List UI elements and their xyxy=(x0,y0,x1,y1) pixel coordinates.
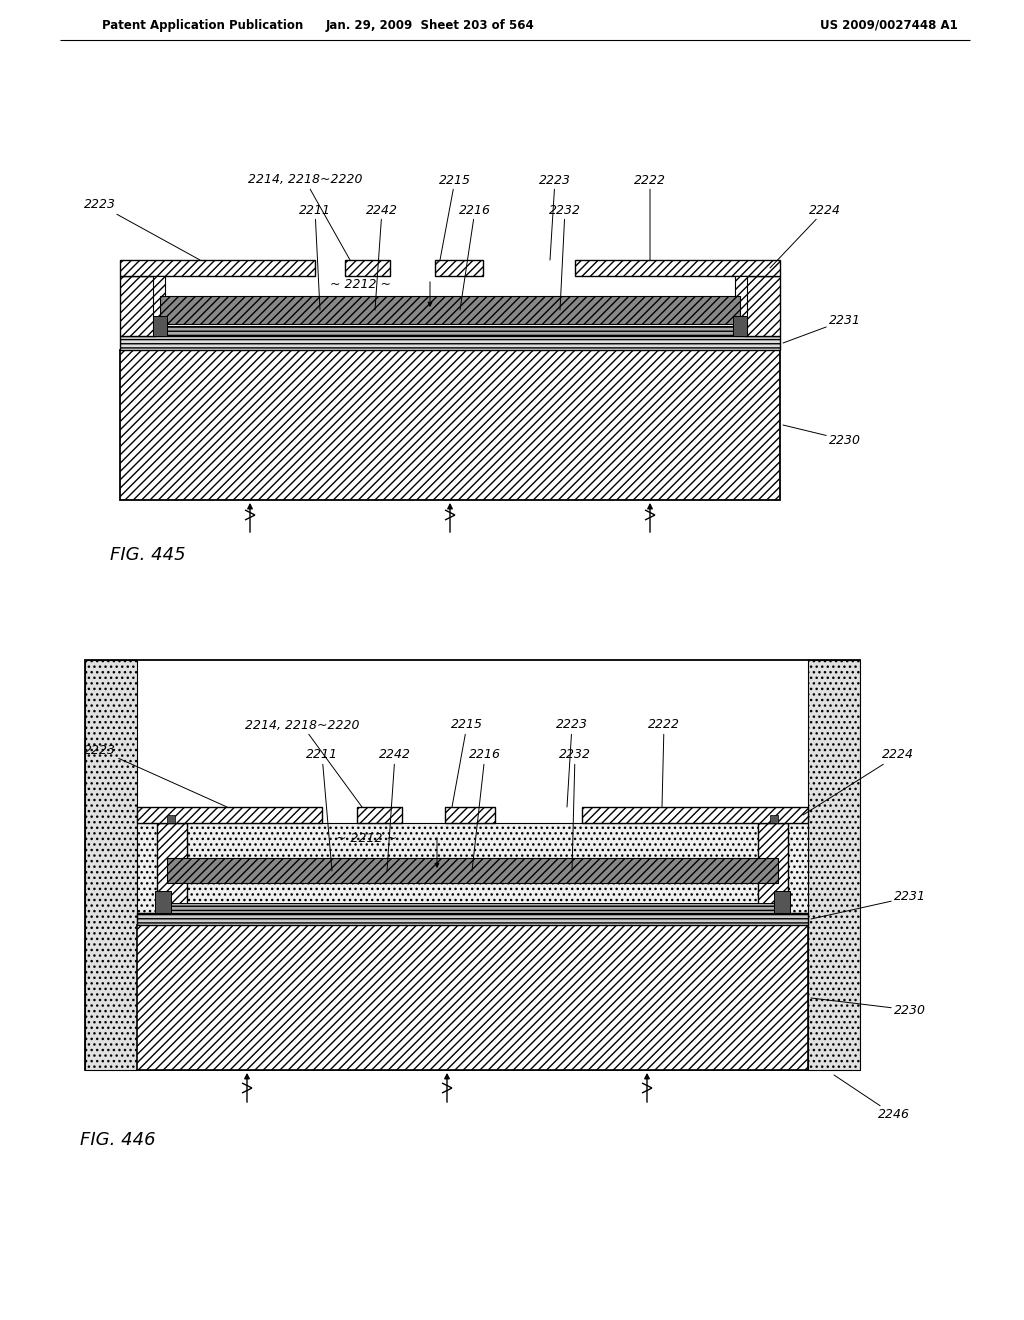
Bar xyxy=(733,315,746,337)
Text: Jan. 29, 2009  Sheet 203 of 564: Jan. 29, 2009 Sheet 203 of 564 xyxy=(326,18,535,32)
Text: US 2009/0027448 A1: US 2009/0027448 A1 xyxy=(820,18,957,32)
Text: 2223: 2223 xyxy=(539,173,571,260)
Bar xyxy=(770,814,778,822)
Bar xyxy=(120,276,155,337)
Bar xyxy=(735,276,746,337)
Text: 2224: 2224 xyxy=(803,748,914,814)
Bar xyxy=(137,913,808,925)
Text: FIG. 445: FIG. 445 xyxy=(110,546,185,564)
Bar xyxy=(160,326,740,337)
Text: 2211: 2211 xyxy=(306,748,338,871)
Text: ~ 2212 ~: ~ 2212 ~ xyxy=(330,277,390,290)
Bar xyxy=(582,807,808,822)
Bar xyxy=(435,260,483,276)
Text: 2232: 2232 xyxy=(549,203,581,310)
Text: 2215: 2215 xyxy=(451,718,483,807)
Text: 2231: 2231 xyxy=(811,891,926,919)
Bar xyxy=(167,814,175,822)
Bar xyxy=(137,822,808,913)
Text: 2216: 2216 xyxy=(459,203,490,310)
Bar xyxy=(157,822,187,913)
Text: 2214, 2218~2220: 2214, 2218~2220 xyxy=(248,173,362,260)
Text: 2231: 2231 xyxy=(783,314,861,343)
Text: 2246: 2246 xyxy=(834,1074,910,1122)
Text: 2230: 2230 xyxy=(811,998,926,1016)
Bar xyxy=(153,315,167,337)
Text: 2232: 2232 xyxy=(559,748,591,871)
Text: 2214, 2218~2220: 2214, 2218~2220 xyxy=(245,718,362,807)
Bar xyxy=(167,903,778,913)
Bar xyxy=(85,660,137,1071)
Bar xyxy=(85,660,860,1071)
Bar xyxy=(745,276,780,337)
Bar xyxy=(155,891,171,913)
Text: 2242: 2242 xyxy=(366,203,398,310)
Bar xyxy=(120,337,780,350)
Text: 2223: 2223 xyxy=(84,198,200,260)
Text: 2223: 2223 xyxy=(556,718,588,807)
Bar xyxy=(120,350,780,500)
Text: ~ 2212 ~: ~ 2212 ~ xyxy=(337,832,397,845)
Bar xyxy=(808,660,860,1071)
Bar xyxy=(160,296,740,323)
Text: 2230: 2230 xyxy=(783,425,861,446)
Bar xyxy=(345,260,390,276)
Text: 2222: 2222 xyxy=(634,173,666,260)
Text: 2211: 2211 xyxy=(299,203,331,310)
Bar xyxy=(120,260,315,276)
Bar xyxy=(445,807,495,822)
Text: 2242: 2242 xyxy=(379,748,411,871)
Text: 2215: 2215 xyxy=(439,173,471,260)
Text: 2216: 2216 xyxy=(469,748,501,871)
Bar xyxy=(137,807,322,822)
Text: 2222: 2222 xyxy=(648,718,680,807)
Bar xyxy=(575,260,780,276)
Bar xyxy=(167,858,778,883)
Bar xyxy=(758,822,788,913)
Bar xyxy=(137,925,808,1071)
Text: FIG. 446: FIG. 446 xyxy=(80,1131,156,1148)
Bar xyxy=(153,276,165,337)
Text: 2223: 2223 xyxy=(84,743,227,807)
Bar xyxy=(774,891,790,913)
Bar xyxy=(357,807,402,822)
Text: 2224: 2224 xyxy=(770,203,841,268)
Text: Patent Application Publication: Patent Application Publication xyxy=(102,18,303,32)
